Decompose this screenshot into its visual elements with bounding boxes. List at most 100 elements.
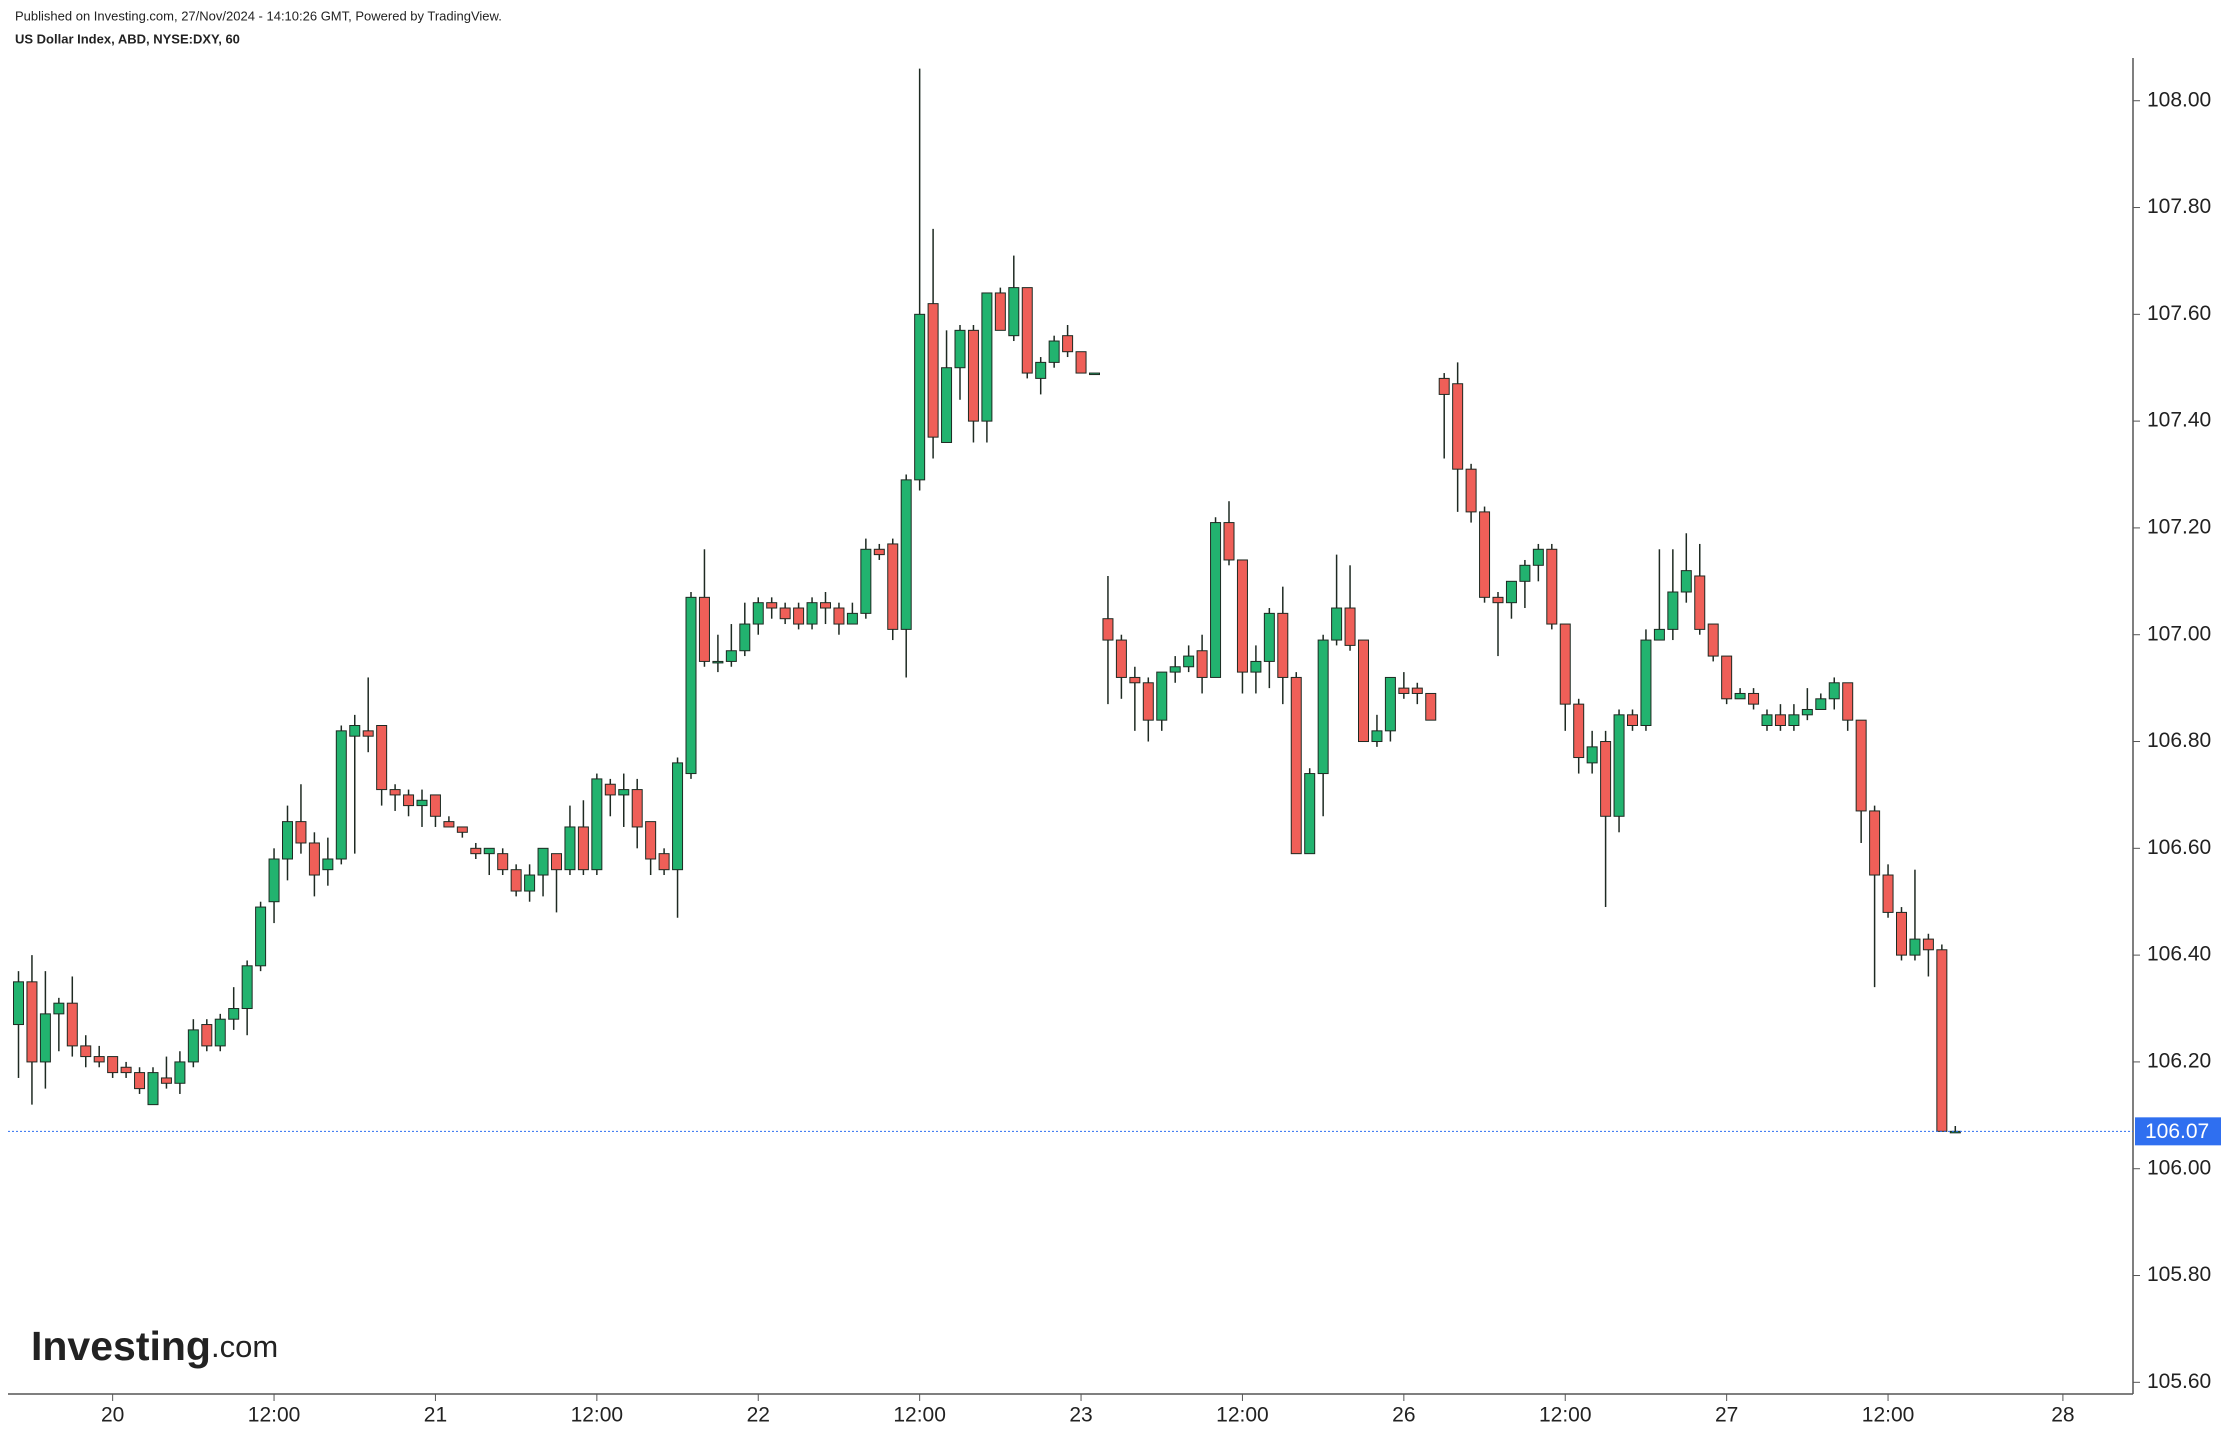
y-tick-label: 106.80 <box>2147 729 2211 752</box>
candle-body <box>1922 938 1934 951</box>
candle-body <box>577 826 589 871</box>
candle-body <box>1129 676 1141 684</box>
candle-body <box>1250 660 1262 673</box>
x-tick-label: 12:00 <box>248 1404 301 1427</box>
candle-body <box>1909 938 1921 956</box>
candle-body <box>793 607 805 625</box>
candle-body <box>174 1061 186 1084</box>
candle-body <box>631 789 643 828</box>
candle-body <box>672 762 684 871</box>
y-tick-label: 105.60 <box>2147 1370 2211 1393</box>
candle-body <box>107 1056 119 1074</box>
y-tick-label: 106.40 <box>2147 943 2211 966</box>
x-tick-label: 12:00 <box>1216 1404 1269 1427</box>
chart-title: US Dollar Index, ABD, NYSE:DXY, 60 <box>15 31 240 46</box>
candle-body <box>1842 682 1854 721</box>
logo-suffix: .com <box>211 1329 278 1364</box>
candle-body <box>429 794 441 817</box>
y-tick-label: 107.20 <box>2147 515 2211 538</box>
candle-body <box>53 1002 65 1015</box>
candle-body <box>873 548 885 556</box>
candle-body <box>1196 650 1208 678</box>
candle-body <box>362 730 374 737</box>
last-price-box <box>2135 1117 2221 1146</box>
candle-body <box>1949 1130 1961 1134</box>
x-tick-label: 22 <box>747 1404 770 1427</box>
candle-body <box>564 826 576 871</box>
candle-body <box>1505 580 1517 604</box>
candle-body <box>1358 639 1369 743</box>
candle-body <box>1479 511 1491 598</box>
x-tick-label: 21 <box>424 1404 447 1427</box>
published-note: Published on Investing.com, 27/Nov/2024 … <box>15 8 502 23</box>
candle-body <box>537 847 549 876</box>
candle-body <box>1371 730 1383 743</box>
candle-body <box>443 821 455 828</box>
candle-body <box>1344 607 1356 646</box>
candle-body <box>698 596 710 662</box>
candle-body <box>1734 692 1746 700</box>
y-tick-label: 105.80 <box>2147 1263 2211 1286</box>
candle-body <box>1519 564 1531 582</box>
candle-body <box>187 1029 199 1063</box>
candle-body <box>1546 548 1558 625</box>
candle-body <box>860 548 872 614</box>
candle-body <box>1680 570 1692 593</box>
candle-body <box>604 783 616 796</box>
candle-body <box>914 313 926 481</box>
candle-body <box>201 1024 213 1047</box>
candle-body <box>1828 682 1840 700</box>
candle-body <box>1277 612 1289 678</box>
candle-body <box>1035 361 1047 379</box>
candle-body <box>900 479 912 630</box>
candle-body <box>403 794 415 807</box>
candle-body <box>1869 810 1881 876</box>
candle-body <box>658 853 670 871</box>
candle-body <box>1573 703 1585 759</box>
candle-body <box>551 853 562 871</box>
candle-body <box>1384 676 1396 732</box>
candle-body <box>685 596 697 775</box>
candle-body <box>1331 607 1343 641</box>
candle-body <box>39 1013 51 1063</box>
candle-body <box>214 1018 226 1047</box>
last-price-label: 106.07 <box>2145 1120 2209 1143</box>
candle-body <box>1532 548 1544 566</box>
candle-body <box>1707 623 1719 657</box>
candle-body <box>1600 741 1612 817</box>
candle-body <box>1721 655 1733 700</box>
y-tick-label: 107.60 <box>2147 302 2211 325</box>
candle-body <box>1425 692 1437 721</box>
candle-body <box>308 842 320 876</box>
candle-body <box>1640 639 1652 726</box>
candle-body <box>1882 874 1894 913</box>
candle-body <box>497 853 509 871</box>
y-tick-label: 106.60 <box>2147 836 2211 859</box>
candle-body <box>1411 687 1423 694</box>
x-tick-label: 26 <box>1392 1404 1415 1427</box>
candle-body <box>147 1072 159 1106</box>
candle-body <box>1263 612 1275 662</box>
candle-body <box>510 869 522 892</box>
candle-body <box>820 602 831 609</box>
candle-body <box>1236 559 1248 673</box>
candle-body <box>1465 468 1477 513</box>
candle-body <box>1492 596 1504 604</box>
y-tick-label: 106.00 <box>2147 1156 2211 1179</box>
logo-main: Investing <box>31 1323 211 1369</box>
candle-body <box>1008 287 1020 337</box>
candle-body <box>1667 591 1679 630</box>
candle-body <box>120 1066 132 1074</box>
candle-body <box>456 826 468 833</box>
candle-body <box>524 874 536 892</box>
candle-body <box>1048 340 1060 363</box>
candle-body <box>1788 714 1800 727</box>
candle-body <box>1761 714 1773 727</box>
candle-body <box>13 981 24 1026</box>
candle-body <box>981 292 993 422</box>
candle-body <box>483 847 495 855</box>
candle-body <box>416 799 428 807</box>
candle-body <box>887 543 899 630</box>
y-tick-label: 107.80 <box>2147 195 2211 218</box>
candle-body <box>228 1008 240 1020</box>
